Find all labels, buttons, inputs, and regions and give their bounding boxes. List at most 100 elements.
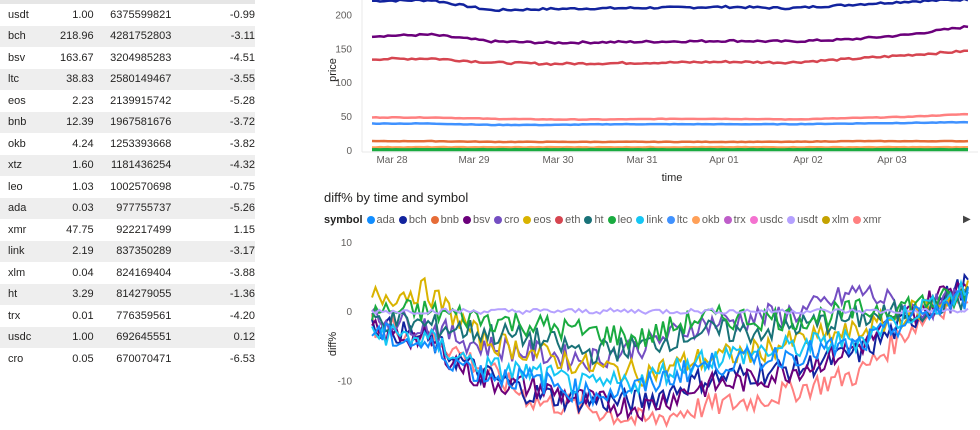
x-tick-label: Apr 01 <box>709 155 739 166</box>
series-line-okb <box>372 145 968 149</box>
legend-item[interactable]: ht <box>584 214 604 226</box>
cell-symbol: xmr <box>8 223 27 236</box>
x-tick-label: Apr 03 <box>877 155 907 166</box>
cell-volume: 814279055 <box>116 288 172 301</box>
table-row: leo 1.03 1002570698 -0.75 <box>0 176 255 198</box>
cell-diff: -1.36 <box>229 288 255 301</box>
cell-price: 2.23 <box>72 94 94 107</box>
diff-line-chart: 10 0 -10 diff% <box>327 238 969 429</box>
cell-symbol: ht <box>8 288 18 301</box>
series-line-bnb <box>371 139 969 144</box>
cell-diff: -5.26 <box>229 202 255 215</box>
legend-item[interactable]: xlm <box>821 214 849 226</box>
cell-volume: 1002570698 <box>110 180 172 193</box>
legend-label: cro <box>504 214 520 226</box>
cell-price: 2.19 <box>72 245 94 258</box>
legend-item[interactable]: ada <box>366 214 395 226</box>
series-line-ada <box>371 287 969 408</box>
cell-price: 12.39 <box>66 116 94 129</box>
x-axis-title: time <box>662 172 683 184</box>
legend-dot-icon <box>749 216 758 224</box>
legend-label: bnb <box>440 214 459 226</box>
cell-price: 3.29 <box>72 288 94 301</box>
cell-diff: -3.72 <box>229 116 255 129</box>
cell-symbol: leo <box>8 180 23 193</box>
cell-symbol: eos <box>8 94 26 107</box>
legend-item[interactable]: bsv <box>462 214 491 226</box>
table-row: xmr 47.75 922217499 1.15 <box>0 219 255 241</box>
cell-diff: -3.17 <box>229 245 255 258</box>
cell-price: 38.83 <box>66 73 94 86</box>
legend-dot-icon <box>607 216 616 224</box>
price-line-chart: 0 50 100 150 200 Mar 28 Mar 29 Mar 30 Mar 31 Apr … <box>327 0 978 184</box>
legend-scroll-right-icon[interactable]: ▶ <box>963 214 971 225</box>
cell-symbol: usdt <box>8 8 29 21</box>
legend-label: xlm <box>831 214 849 226</box>
legend-item[interactable]: usdc <box>749 214 783 226</box>
legend-dot-icon <box>852 216 861 224</box>
diff-chart-title: diff% by time and symbol <box>324 190 469 205</box>
table-row: xlm 0.04 824169404 -3.88 <box>0 262 255 284</box>
legend-item[interactable]: leo <box>607 214 633 226</box>
table-header-strip <box>0 0 255 4</box>
cell-diff: 0.12 <box>233 331 255 344</box>
cell-volume: 692645551 <box>116 331 172 344</box>
legend-item[interactable]: okb <box>691 214 720 226</box>
cell-symbol: ltc <box>8 73 19 86</box>
legend-label: bsv <box>472 214 491 226</box>
legend-item[interactable]: link <box>636 214 663 226</box>
legend-item[interactable]: bch <box>398 214 427 226</box>
y-axis-title: diff% <box>327 332 339 356</box>
cell-symbol: cro <box>8 352 24 365</box>
legend-item[interactable]: usdt <box>787 214 818 226</box>
table-row: ltc 38.83 2580149467 -3.55 <box>0 68 255 90</box>
y-tick-label: 10 <box>341 238 353 249</box>
legend-item[interactable]: trx <box>723 214 746 226</box>
cell-volume: 977755737 <box>116 202 172 215</box>
table-row: xtz 1.60 1181436254 -4.32 <box>0 154 255 176</box>
table-row: cro 0.05 670070471 -6.53 <box>0 348 255 370</box>
series-line-bch <box>371 0 969 13</box>
cell-volume: 837350289 <box>116 245 172 258</box>
cell-diff: -4.20 <box>229 309 255 322</box>
cell-price: 0.01 <box>72 309 94 322</box>
legend-dot-icon <box>787 216 796 224</box>
cell-price: 4.24 <box>72 137 94 150</box>
table-row: usdc 1.00 692645551 0.12 <box>0 326 255 348</box>
table-row: ht 3.29 814279055 -1.36 <box>0 283 255 305</box>
table-row: bsv 163.67 3204985283 -4.51 <box>0 47 255 69</box>
cell-volume: 824169404 <box>116 266 172 279</box>
series-line-ht <box>371 285 969 366</box>
x-tick-label: Mar 28 <box>376 155 408 166</box>
legend-item[interactable]: eos <box>523 214 551 226</box>
cell-volume: 922217499 <box>116 223 172 236</box>
cell-volume: 2139915742 <box>110 94 172 107</box>
cell-symbol: link <box>8 245 25 258</box>
cell-volume: 6375599821 <box>110 8 172 21</box>
legend-dot-icon <box>691 216 700 224</box>
cell-volume: 2580149467 <box>110 73 172 86</box>
series-line-xmr <box>371 112 969 121</box>
legend-label: eos <box>533 214 552 226</box>
y-tick-label: 150 <box>335 44 352 55</box>
cell-diff: -3.55 <box>229 73 255 86</box>
cell-price: 163.67 <box>60 51 94 64</box>
legend-label: link <box>646 214 663 226</box>
legend-item[interactable]: ltc <box>666 214 688 226</box>
table-row: link 2.19 837350289 -3.17 <box>0 240 255 262</box>
legend-label: leo <box>617 214 633 226</box>
x-tick-label: Mar 31 <box>626 155 658 166</box>
table-row: bch 218.96 4281752803 -3.11 <box>0 25 255 47</box>
table-row: eos 2.23 2139915742 -5.28 <box>0 90 255 112</box>
cell-price: 1.00 <box>72 8 94 21</box>
legend-label: xmr <box>862 214 882 226</box>
cell-symbol: trx <box>8 309 21 322</box>
legend-item[interactable]: xmr <box>852 214 882 226</box>
legend-dot-icon <box>523 216 532 224</box>
legend-label: okb <box>701 214 720 226</box>
legend-dot-icon <box>666 216 675 224</box>
cell-diff: -4.51 <box>229 51 255 64</box>
legend-item[interactable]: cro <box>494 214 519 226</box>
legend-item[interactable]: eth <box>555 214 580 226</box>
legend-item[interactable]: bnb <box>430 214 459 226</box>
